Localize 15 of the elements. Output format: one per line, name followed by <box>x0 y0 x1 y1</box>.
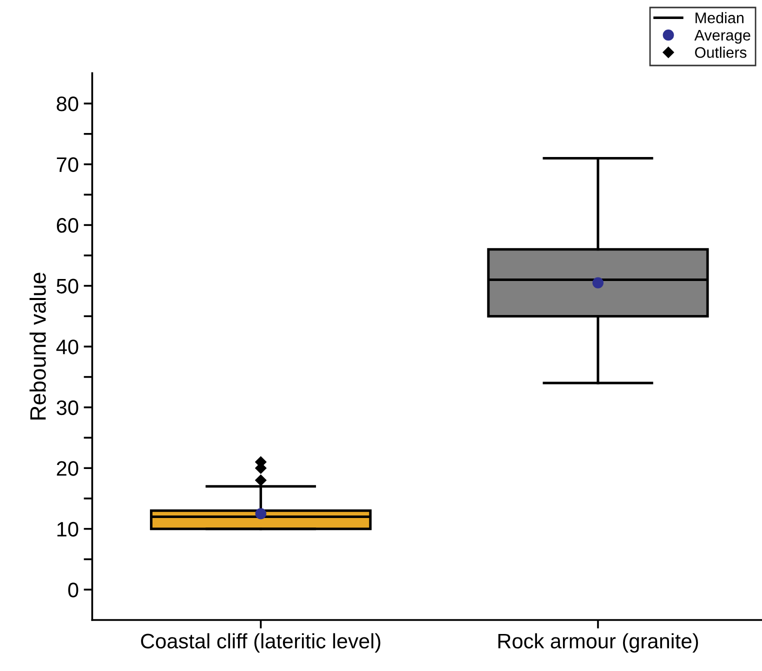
x-tick-label: Coastal cliff (lateritic level) <box>141 633 380 653</box>
legend-label: Outliers <box>695 46 746 58</box>
y-tick-label: 0 <box>68 582 78 598</box>
y-tick-label: 30 <box>56 400 78 416</box>
legend-label: Median <box>696 12 744 24</box>
y-tick-label: 40 <box>56 340 78 354</box>
x-tick-label: Rock armour (granite) <box>498 633 698 653</box>
y-tick-label: 50 <box>56 278 78 294</box>
legend-label: Average <box>694 30 750 44</box>
y-tick-label: 20 <box>56 461 78 476</box>
y-tick-label: 60 <box>56 218 78 233</box>
y-tick-label: 10 <box>57 522 78 537</box>
y-tick-label: 80 <box>56 96 78 112</box>
y-axis-title: Rebound value <box>30 272 46 420</box>
y-tick-label: 70 <box>56 157 78 172</box>
